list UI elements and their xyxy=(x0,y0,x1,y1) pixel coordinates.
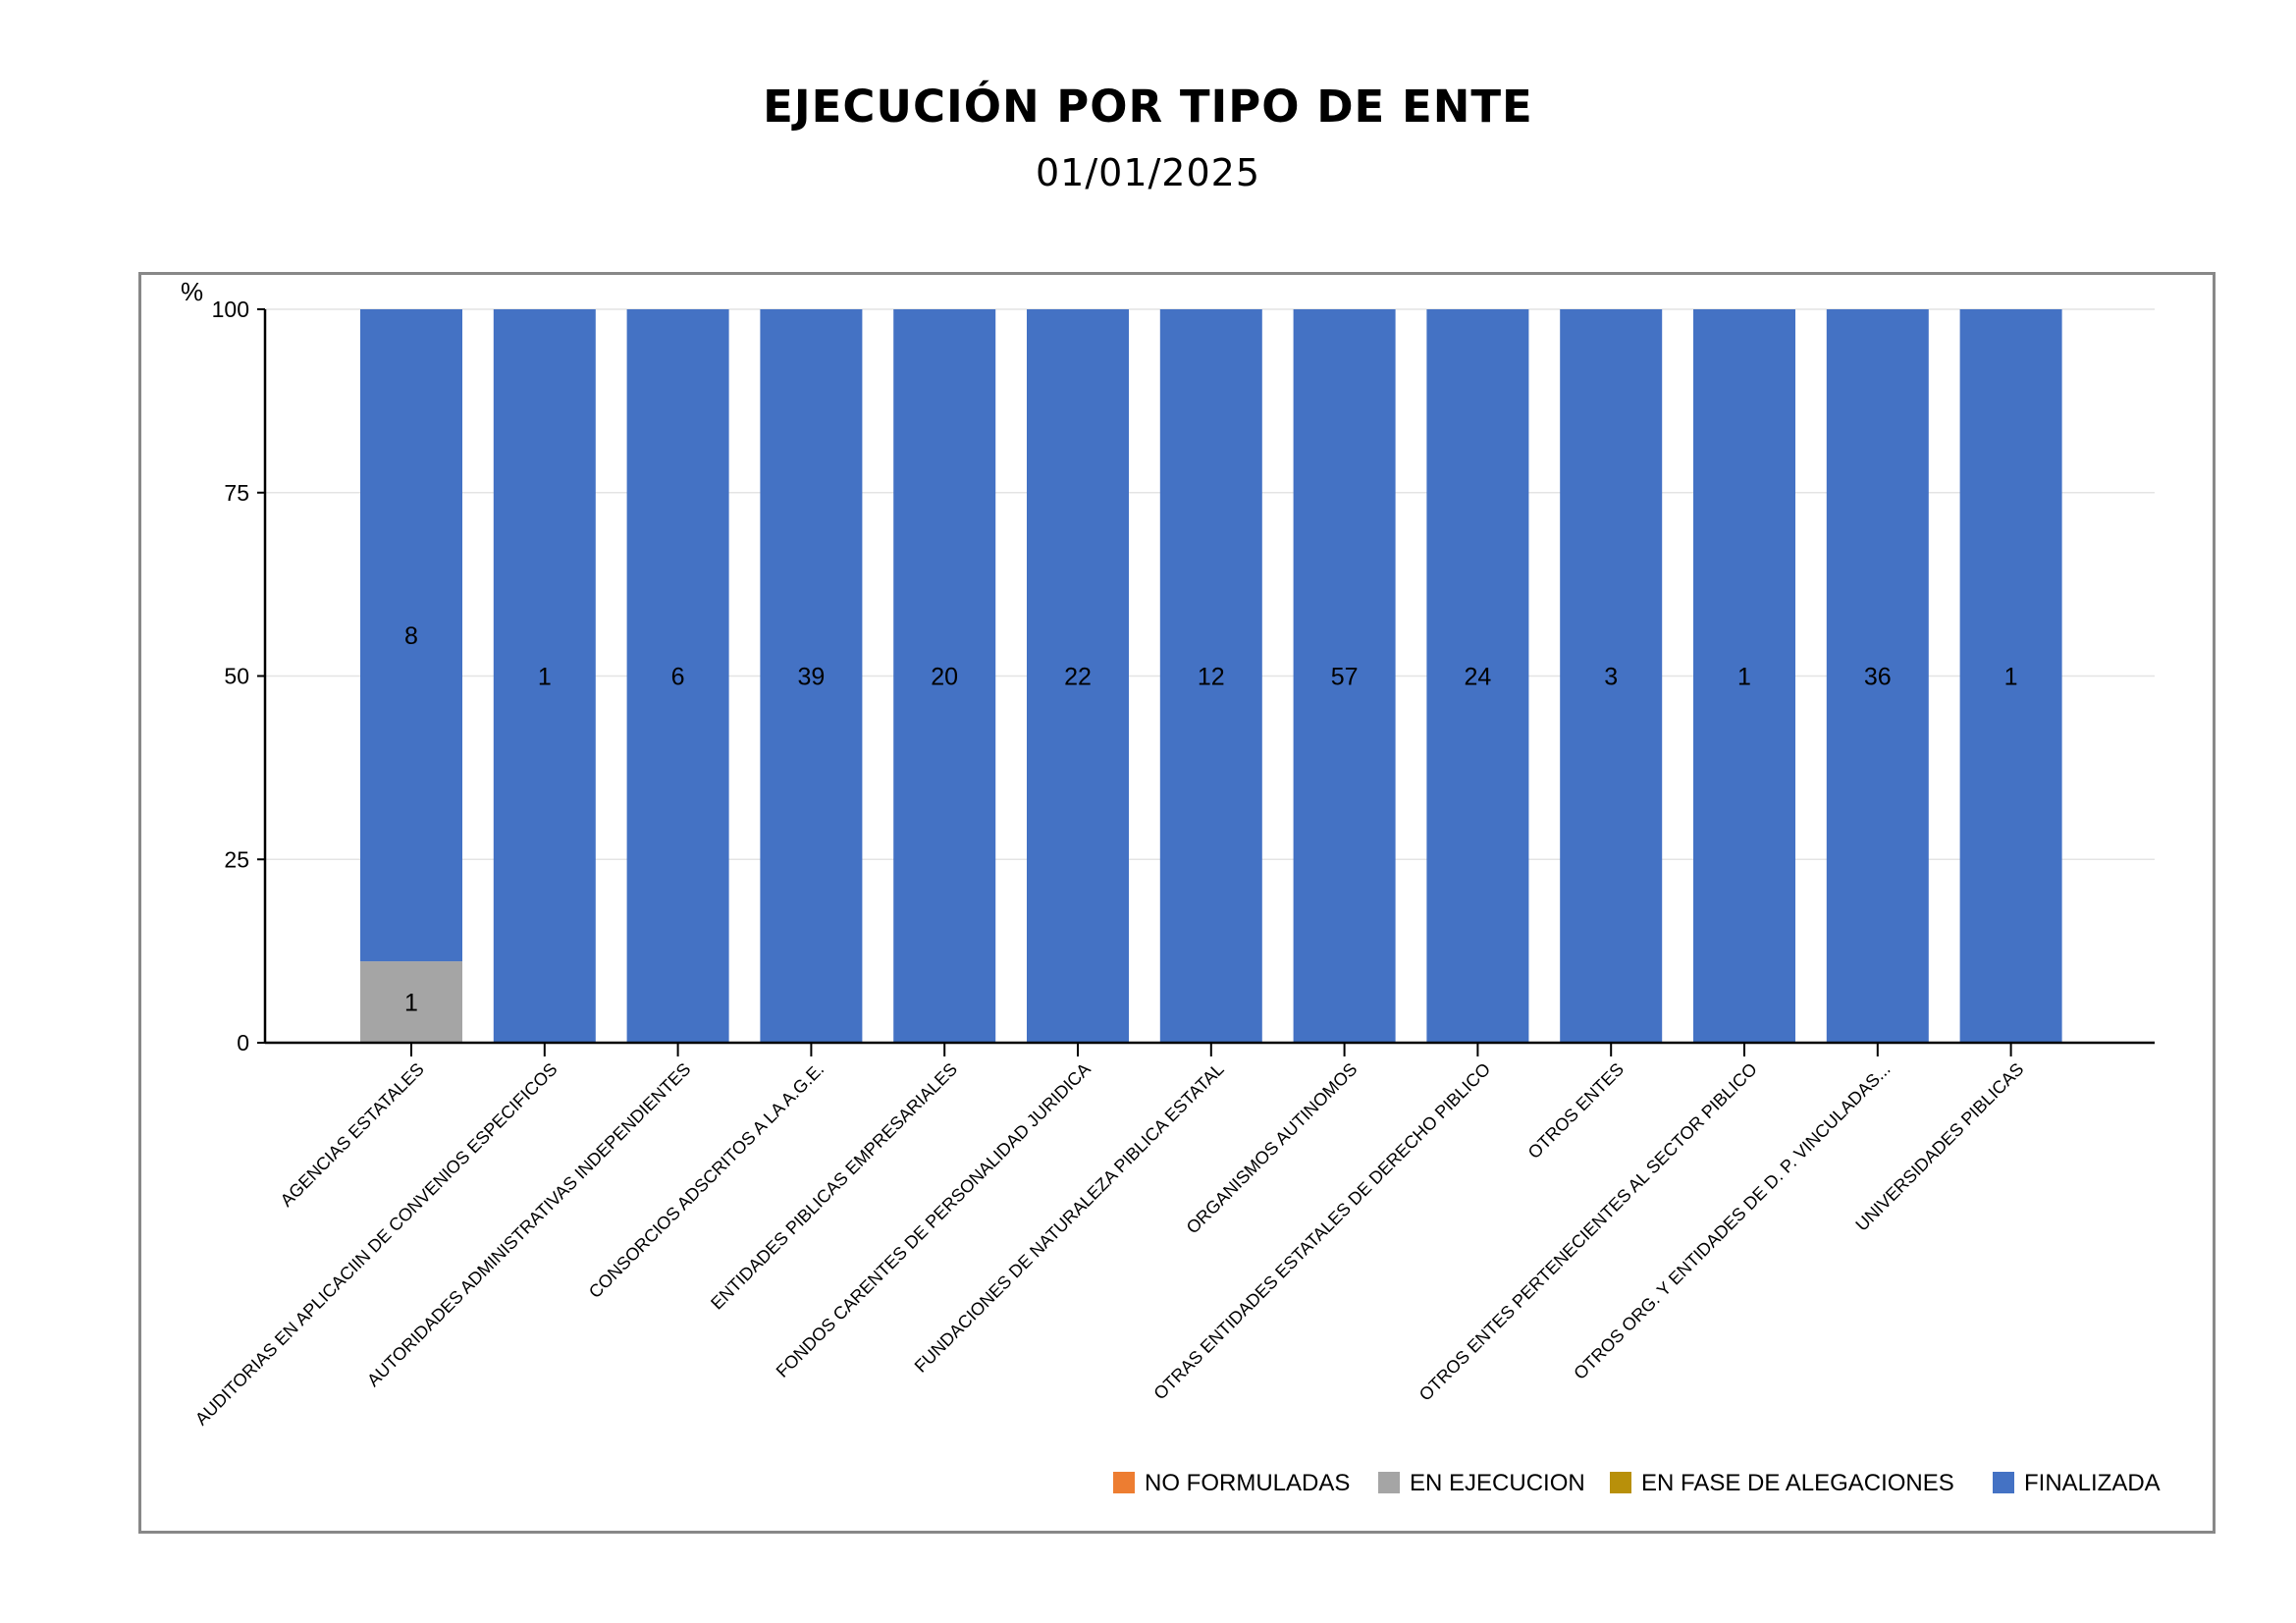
x-category-label: AGENCIAS ESTATALES xyxy=(277,1059,428,1211)
bar-segment xyxy=(360,309,462,962)
y-tick-label: 50 xyxy=(224,664,249,689)
bar-segment xyxy=(1293,309,1396,1043)
x-category-label: FUNDACIONES DE NATURALEZA PIBLICA ESTATA… xyxy=(911,1059,1228,1377)
bar-segment xyxy=(626,309,729,1043)
data-label: 12 xyxy=(1198,664,1225,691)
legend-swatch xyxy=(1378,1472,1400,1493)
x-category-label: CONSORCIOS ADSCRITOS A LA A.G.E. xyxy=(585,1059,828,1302)
bar-segment xyxy=(1959,309,2062,1043)
chart-title: EJECUCIÓN POR TIPO DE ENTE xyxy=(763,81,1533,133)
data-label: 1 xyxy=(538,664,552,691)
bar-segment xyxy=(1426,309,1529,1043)
x-category-label: ENTIDADES PIBLICAS EMPRESARIALES xyxy=(707,1059,961,1314)
legend-label: EN FASE DE ALEGACIONES xyxy=(1641,1470,1954,1496)
data-label: 1 xyxy=(1737,664,1751,691)
x-category-label: FONDOS CARENTES DE PERSONALIDAD JURIDICA xyxy=(773,1059,1095,1381)
data-label: 39 xyxy=(797,664,825,691)
legend-swatch xyxy=(1993,1472,2014,1493)
legend-label: EN EJECUCION xyxy=(1410,1470,1585,1496)
bar-segment xyxy=(1027,309,1129,1043)
chart-subtitle: 01/01/2025 xyxy=(1035,151,1261,194)
legend-swatch xyxy=(1610,1472,1631,1493)
x-category-label: OTROS ORG. Y ENTIDADES DE D. P. VINCULAD… xyxy=(1570,1059,1894,1383)
bar-segment xyxy=(1159,309,1262,1043)
data-label: 24 xyxy=(1464,664,1491,691)
y-tick-label: 100 xyxy=(212,297,249,322)
bar-segment xyxy=(1826,309,1929,1043)
y-tick-label: 75 xyxy=(224,480,249,506)
x-category-label: OTROS ENTES xyxy=(1524,1059,1628,1163)
data-label: 1 xyxy=(2004,664,2018,691)
y-axis-label: % xyxy=(181,277,203,306)
data-label: 8 xyxy=(404,622,418,650)
data-label: 22 xyxy=(1064,664,1092,691)
bar-segment xyxy=(760,309,863,1043)
data-label: 3 xyxy=(1604,664,1618,691)
legend-label: NO FORMULADAS xyxy=(1145,1470,1350,1496)
bar-segment xyxy=(1560,309,1663,1043)
data-label: 1 xyxy=(404,990,418,1017)
bar-segment xyxy=(360,961,462,1043)
legend-swatch xyxy=(1113,1472,1135,1493)
data-label: 6 xyxy=(671,664,685,691)
legend-label: FINALIZADA xyxy=(2024,1470,2161,1496)
bar-segment xyxy=(1693,309,1795,1043)
y-tick-label: 0 xyxy=(237,1030,249,1055)
bar-segment xyxy=(493,309,596,1043)
bar-segment xyxy=(893,309,996,1043)
data-label: 36 xyxy=(1864,664,1892,691)
data-label: 20 xyxy=(931,664,958,691)
y-tick-label: 25 xyxy=(224,846,249,872)
chart-frame xyxy=(138,272,2216,1534)
data-label: 57 xyxy=(1331,664,1359,691)
x-category-label: AUTORIDADES ADMINISTRATIVAS INDEPENDIENT… xyxy=(363,1059,694,1390)
